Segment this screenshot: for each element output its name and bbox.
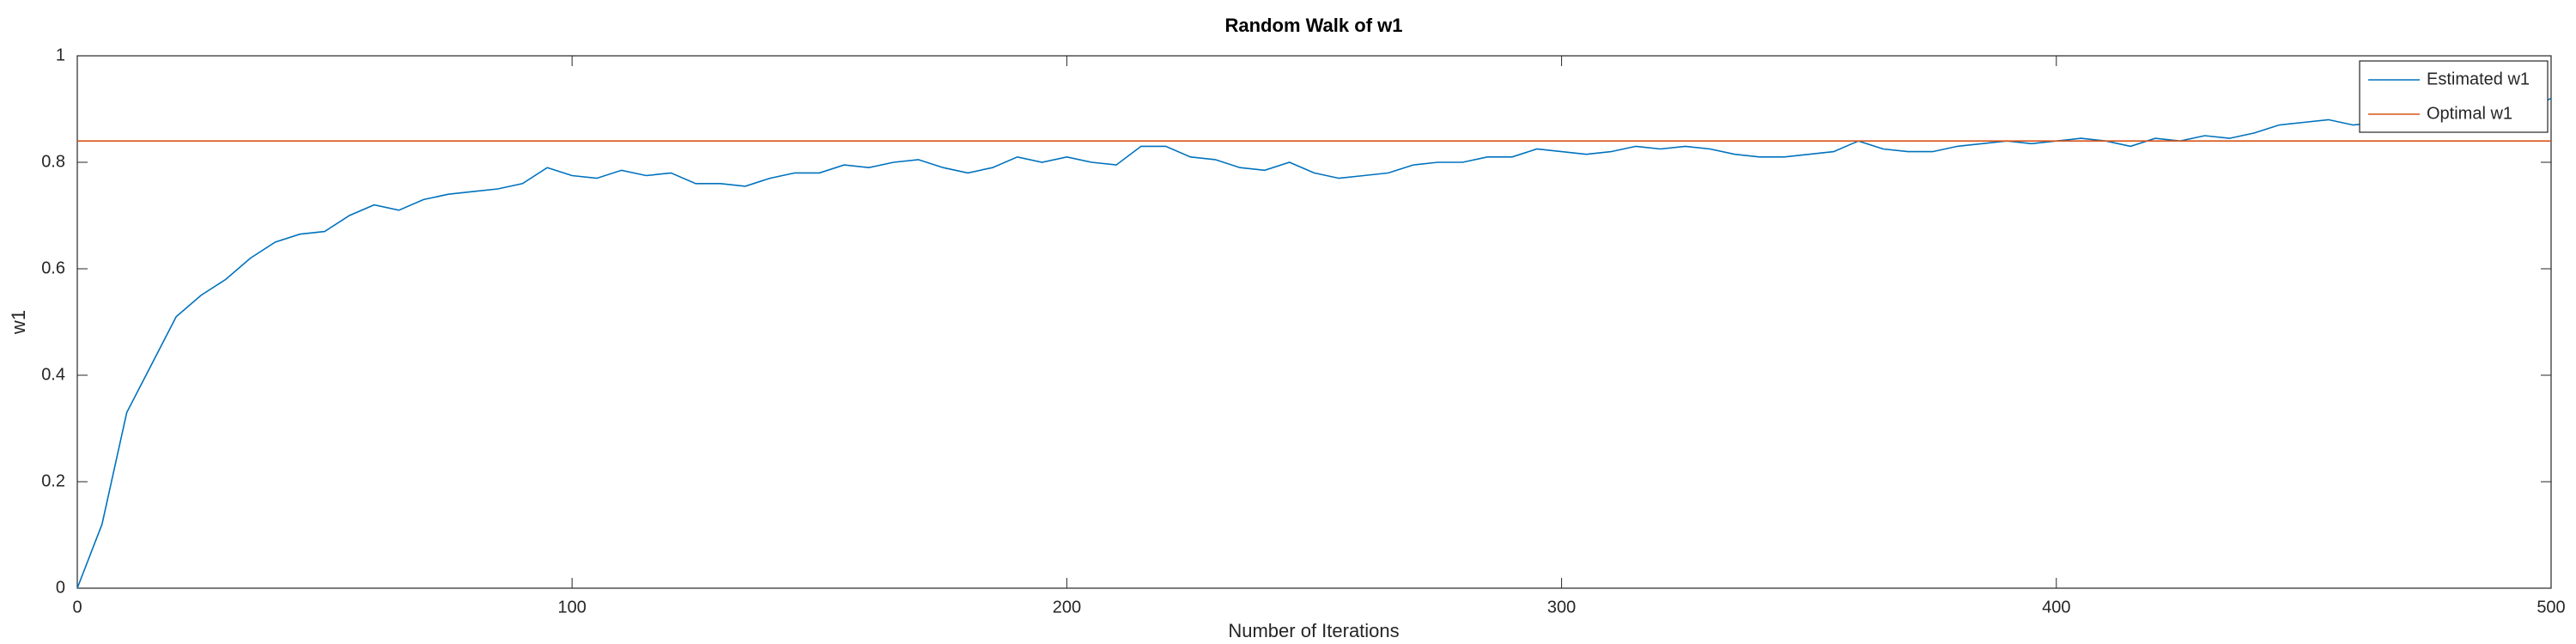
- series-line: [76, 97, 2552, 589]
- x-tick-label: 200: [1053, 598, 1081, 617]
- x-tick-label: 300: [1547, 598, 1576, 617]
- y-tick-label: 0.8: [41, 152, 65, 171]
- y-tick-label: 0.6: [41, 258, 65, 277]
- x-tick-label: 100: [558, 598, 586, 617]
- legend-box: [2359, 60, 2549, 133]
- x-tick-label: 500: [2537, 598, 2565, 617]
- y-axis-label: w1: [8, 310, 29, 335]
- y-tick-label: 0: [56, 578, 65, 597]
- y-tick-label: 0.2: [41, 471, 65, 490]
- x-tick-label: 0: [72, 598, 82, 617]
- x-tick-label: 400: [2042, 598, 2070, 617]
- legend-label: Optimal w1: [2427, 104, 2512, 123]
- legend-label: Estimated w1: [2427, 70, 2530, 88]
- chart-title: Random Walk of w1: [1225, 15, 1403, 36]
- plot-area: [76, 55, 2552, 589]
- x-axis-label: Number of Iterations: [1228, 620, 1399, 641]
- y-tick-label: 0.4: [41, 365, 65, 384]
- y-tick-label: 1: [56, 46, 65, 64]
